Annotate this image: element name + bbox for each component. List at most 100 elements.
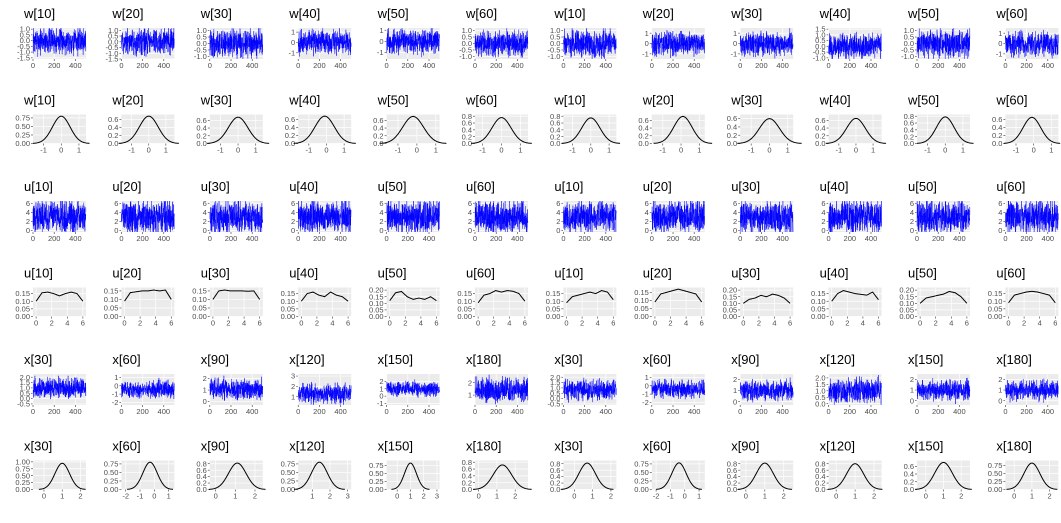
- y-tick-label: 6: [645, 199, 649, 208]
- panel-title: w[50]: [907, 6, 939, 21]
- x-tick-label: 200: [844, 61, 857, 70]
- y-tick-label: 0: [998, 39, 1002, 48]
- x-tick-label: 0: [1006, 319, 1010, 328]
- x-tick-label: 2: [226, 319, 230, 328]
- panel-title: x[90]: [731, 439, 759, 454]
- x-tick-label: -1: [217, 146, 224, 155]
- x-tick-label: 0: [918, 319, 922, 328]
- y-tick-label: 4: [468, 208, 472, 217]
- x-tick-label: 0: [744, 492, 748, 501]
- y-tick-label: 0.4: [815, 124, 825, 133]
- y-tick-label: 0.00: [192, 312, 207, 321]
- y-tick-label: 2: [910, 217, 914, 226]
- y-tick-label: 0.6: [462, 465, 472, 474]
- y-tick-label: 1.5: [550, 378, 560, 387]
- y-tick-label: 0.8: [904, 112, 914, 121]
- y-tick-label: -1: [642, 49, 649, 58]
- y-tick-label: 0.0: [550, 139, 560, 148]
- x-tick-label: 3: [435, 492, 439, 501]
- panel-background: [298, 460, 352, 490]
- panel-title: w[40]: [288, 93, 320, 108]
- y-tick-label: 0.75: [988, 461, 1003, 470]
- trace-line: [32, 201, 87, 232]
- panel-1-9: w[40] 0.60.40.20.0 -1 0 1: [815, 93, 887, 155]
- y-tick-label: -1: [642, 390, 649, 399]
- x-tick-label: 0: [827, 407, 831, 416]
- trace-line: [386, 201, 440, 232]
- panel-title: x[150]: [908, 352, 943, 367]
- x-tick-label: 400: [1042, 407, 1055, 416]
- x-tick-label: 200: [313, 407, 326, 416]
- density-line: [300, 291, 349, 302]
- x-tick-label: 0: [915, 61, 919, 70]
- panel-title: u[50]: [378, 179, 407, 194]
- panel-title: w[40]: [819, 93, 851, 108]
- y-tick-label: 0.0: [992, 139, 1002, 148]
- panel-4-5: x[180] 2 10 200 400: [466, 352, 529, 416]
- y-tick-label: 0.4: [638, 124, 648, 133]
- y-tick-label: 0.10: [457, 297, 472, 306]
- y-tick-label: 0.4: [462, 471, 472, 480]
- y-tick-label: 0.5: [196, 33, 206, 42]
- x-tick-label: 1: [1030, 492, 1034, 501]
- panel-1-6: w[10] 0.80.60.40.20.0 -1 0 1: [550, 93, 621, 155]
- y-tick-label: 2.0: [550, 373, 560, 382]
- y-tick-label: 0.00: [457, 312, 472, 321]
- x-tick-label: 2: [609, 492, 613, 501]
- y-tick-label: 0.50: [988, 469, 1003, 478]
- x-tick-label: -1: [137, 492, 144, 501]
- y-tick-label: 0.2: [462, 478, 472, 487]
- panel-title: x[30]: [554, 352, 582, 367]
- x-tick-label: 400: [688, 407, 701, 416]
- x-tick-label: 2: [50, 319, 54, 328]
- x-tick-label: 0: [915, 407, 919, 416]
- panel-title: w[20]: [111, 93, 143, 108]
- x-tick-label: 6: [965, 319, 969, 328]
- y-tick-label: 0.00: [104, 485, 119, 494]
- x-tick-label: 0: [830, 319, 834, 328]
- density-line: [654, 288, 703, 303]
- trace-line: [32, 375, 87, 400]
- panel-background: [121, 460, 175, 490]
- y-tick-label: 1.0: [20, 383, 30, 392]
- x-tick-label: 6: [523, 319, 527, 328]
- y-tick-label: -1: [377, 399, 384, 408]
- y-tick-label: 0.2: [373, 131, 383, 140]
- y-tick-label: 0.0: [108, 37, 118, 46]
- x-tick-label: 0: [679, 146, 683, 155]
- y-tick-label: 1: [291, 28, 295, 37]
- x-tick-label: 6: [876, 319, 880, 328]
- y-tick-label: 0.75: [15, 464, 30, 473]
- x-tick-label: 200: [490, 234, 503, 243]
- x-tick-label: 6: [1053, 319, 1057, 328]
- y-tick-label: 0.25: [369, 477, 384, 486]
- y-tick-label: -1.5: [17, 53, 30, 62]
- y-tick-label: -1: [377, 48, 384, 57]
- x-tick-label: 4: [772, 319, 776, 328]
- y-tick-label: 0.25: [988, 477, 1003, 486]
- x-tick-label: 0: [653, 319, 657, 328]
- y-tick-label: 6: [468, 199, 472, 208]
- x-tick-label: 2: [253, 492, 257, 501]
- panel-title: x[60]: [643, 352, 671, 367]
- x-tick-label: 2: [403, 319, 407, 328]
- panel-5-1: x[60] 0.750.500.250.00-2 -1 0 1: [104, 439, 175, 501]
- x-tick-label: 400: [600, 407, 613, 416]
- x-tick-label: 0: [1012, 492, 1016, 501]
- panel-3-5: u[60] 0.150.100.050.00 0 2 4 6: [457, 266, 528, 328]
- x-tick-label: 0: [122, 319, 126, 328]
- y-tick-label: 0.00: [15, 485, 30, 494]
- y-tick-label: 0.10: [546, 297, 561, 306]
- y-tick-label: 0.0: [462, 485, 472, 494]
- panel-1-10: w[50] 0.80.60.40.20.0 -1 0 1: [904, 93, 974, 155]
- panel-title: u[40]: [289, 266, 318, 281]
- trace-line: [828, 375, 882, 405]
- y-tick-label: 0.00: [369, 485, 384, 494]
- x-tick-label: 2: [513, 492, 517, 501]
- x-tick-label: 0: [650, 234, 654, 243]
- panel-3-0: u[10] 0.150.100.050.00 0 2 4 6: [15, 266, 86, 328]
- panel-0-10: w[50] 1.00.50.0-0.5-1.00 200 400: [901, 6, 971, 70]
- x-tick-label: 0: [296, 61, 300, 70]
